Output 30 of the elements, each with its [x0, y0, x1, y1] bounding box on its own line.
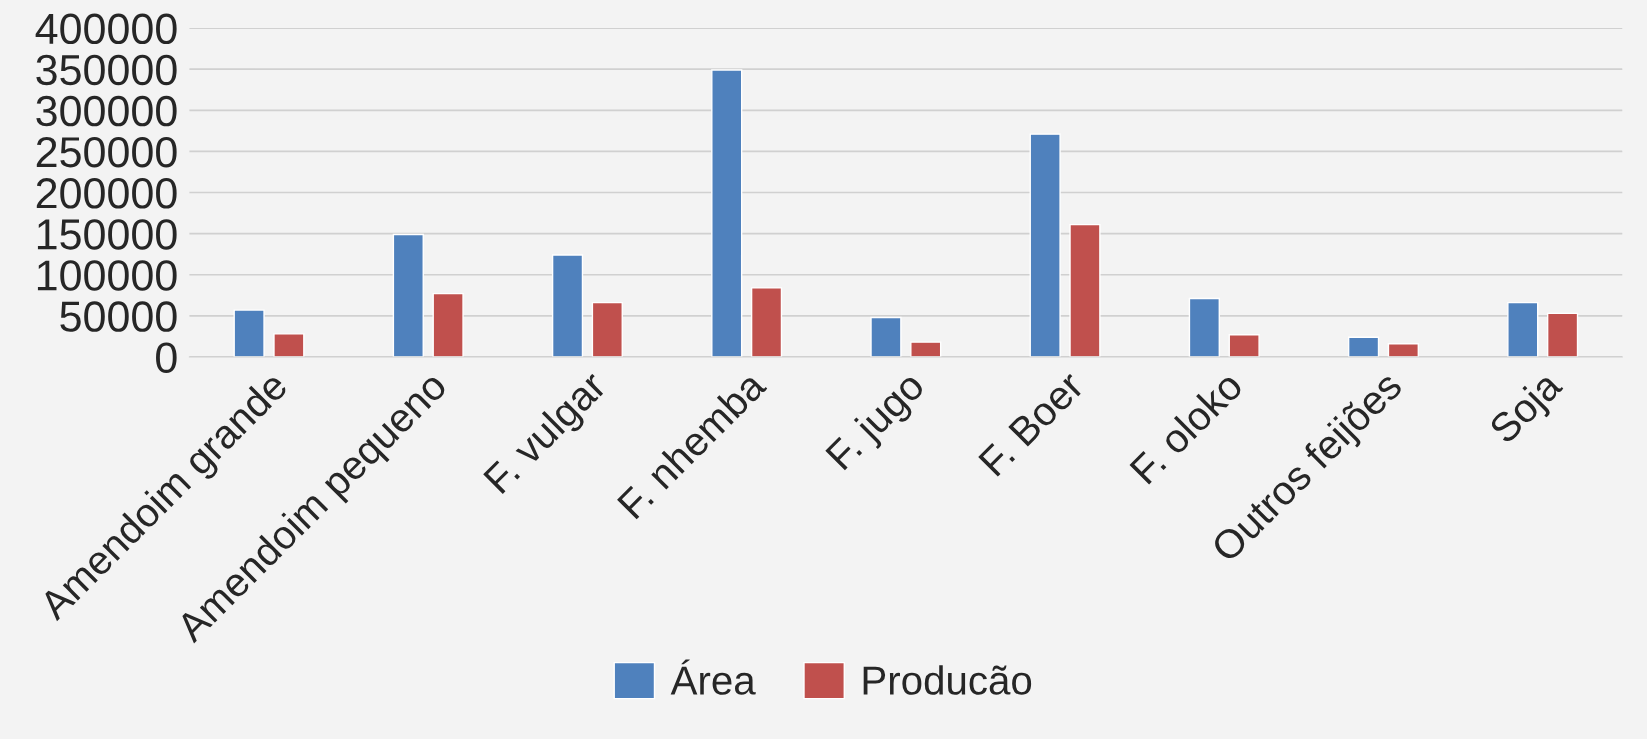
legend-label: Producão [863, 665, 1032, 695]
bar [910, 341, 942, 357]
y-tick-label: 150000 [37, 219, 177, 250]
bar [1387, 343, 1420, 357]
bar [1228, 334, 1260, 357]
bar [1546, 312, 1579, 357]
bar [750, 287, 783, 357]
y-tick-label: 250000 [36, 136, 177, 168]
bar [273, 333, 305, 357]
y-tick-label: 350000 [36, 54, 177, 86]
bar [870, 316, 902, 357]
y-tick-label: 400000 [35, 13, 177, 45]
bar [1507, 301, 1539, 357]
bar [1188, 297, 1220, 357]
y-tick-label: 300000 [36, 95, 177, 127]
bar [591, 301, 623, 357]
bar [1029, 133, 1061, 357]
bar [432, 292, 464, 357]
y-tick-label: 50000 [60, 301, 177, 332]
bar [392, 233, 424, 357]
y-tick-label: 200000 [36, 178, 177, 209]
bar [1069, 223, 1101, 357]
bar [1347, 336, 1380, 357]
y-tick-label: 0 [156, 342, 177, 373]
legend-label: Área [670, 659, 756, 695]
bar [233, 309, 265, 357]
bar [551, 254, 584, 357]
x-tick-label: Soja [1486, 368, 1570, 451]
y-tick-label: 100000 [37, 260, 177, 291]
bar [711, 69, 743, 357]
